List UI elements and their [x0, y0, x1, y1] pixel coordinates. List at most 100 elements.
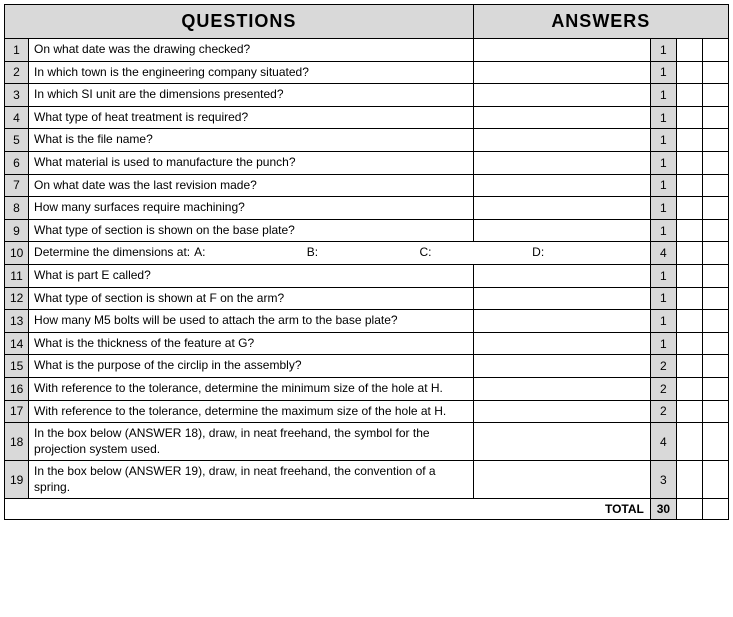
mark-cell: 4 — [650, 423, 676, 461]
blank-cell — [676, 151, 702, 174]
row-number: 14 — [5, 332, 29, 355]
table-row: 4 What type of heat treatment is require… — [5, 106, 729, 129]
blank-cell — [702, 151, 728, 174]
blank-cell — [676, 219, 702, 242]
question-text: In which town is the engineering company… — [29, 61, 474, 84]
row-number: 9 — [5, 219, 29, 242]
dim-d: D: — [532, 245, 645, 261]
total-label: TOTAL — [5, 499, 651, 520]
total-row: TOTAL 30 — [5, 499, 729, 520]
dim-c: C: — [419, 245, 532, 261]
answer-cell — [473, 377, 650, 400]
blank-cell — [702, 355, 728, 378]
blank-cell — [676, 499, 702, 520]
blank-cell — [676, 461, 702, 499]
table-row-dimensions: 10 Determine the dimensions at: A: B: C:… — [5, 242, 729, 265]
table-row: 11 What is part E called? 1 — [5, 264, 729, 287]
mark-cell: 1 — [650, 197, 676, 220]
table-row: 7 On what date was the last revision mad… — [5, 174, 729, 197]
question-text: What is part E called? — [29, 264, 474, 287]
qa-table: QUESTIONS ANSWERS 1 On what date was the… — [4, 4, 729, 520]
mark-cell: 1 — [650, 129, 676, 152]
blank-cell — [676, 264, 702, 287]
blank-cell — [702, 197, 728, 220]
answer-cell — [473, 219, 650, 242]
dim-b: B: — [307, 245, 420, 261]
blank-cell — [702, 377, 728, 400]
blank-cell — [676, 400, 702, 423]
blank-cell — [702, 84, 728, 107]
blank-cell — [676, 174, 702, 197]
question-text: With reference to the tolerance, determi… — [29, 377, 474, 400]
row-number: 2 — [5, 61, 29, 84]
mark-cell: 2 — [650, 400, 676, 423]
answer-cell — [473, 400, 650, 423]
answer-cell — [473, 151, 650, 174]
answer-cell — [473, 287, 650, 310]
answer-cell — [473, 264, 650, 287]
row-number: 19 — [5, 461, 29, 499]
mark-cell: 1 — [650, 106, 676, 129]
question-text: What type of section is shown on the bas… — [29, 219, 474, 242]
table-row: 15 What is the purpose of the circlip in… — [5, 355, 729, 378]
blank-cell — [702, 106, 728, 129]
question-text: On what date was the last revision made? — [29, 174, 474, 197]
row-number: 4 — [5, 106, 29, 129]
table-row: 16 With reference to the tolerance, dete… — [5, 377, 729, 400]
blank-cell — [676, 61, 702, 84]
table-row: 17 With reference to the tolerance, dete… — [5, 400, 729, 423]
header-row: QUESTIONS ANSWERS — [5, 5, 729, 39]
answer-cell — [473, 197, 650, 220]
row-number: 18 — [5, 423, 29, 461]
question-text: In the box below (ANSWER 18), draw, in n… — [29, 423, 474, 461]
table-row: 3 In which SI unit are the dimensions pr… — [5, 84, 729, 107]
blank-cell — [676, 377, 702, 400]
question-text: In the box below (ANSWER 19), draw, in n… — [29, 461, 474, 499]
table-row: 1 On what date was the drawing checked? … — [5, 39, 729, 62]
blank-cell — [676, 355, 702, 378]
total-value: 30 — [650, 499, 676, 520]
row-number: 3 — [5, 84, 29, 107]
mark-cell: 1 — [650, 219, 676, 242]
mark-cell: 1 — [650, 151, 676, 174]
blank-cell — [702, 423, 728, 461]
question-text: How many surfaces require machining? — [29, 197, 474, 220]
question-text: With reference to the tolerance, determi… — [29, 400, 474, 423]
blank-cell — [676, 287, 702, 310]
table-row: 19 In the box below (ANSWER 19), draw, i… — [5, 461, 729, 499]
mark-cell: 1 — [650, 174, 676, 197]
table-row: 5 What is the file name? 1 — [5, 129, 729, 152]
blank-cell — [702, 242, 728, 265]
table-row: 9 What type of section is shown on the b… — [5, 219, 729, 242]
mark-cell: 2 — [650, 377, 676, 400]
question-text: What type of section is shown at F on th… — [29, 287, 474, 310]
row-number: 10 — [5, 242, 29, 265]
blank-cell — [702, 61, 728, 84]
mark-cell: 1 — [650, 264, 676, 287]
blank-cell — [702, 310, 728, 333]
row-number: 15 — [5, 355, 29, 378]
blank-cell — [676, 242, 702, 265]
question-text: What is the file name? — [29, 129, 474, 152]
blank-cell — [702, 129, 728, 152]
blank-cell — [676, 84, 702, 107]
mark-cell: 1 — [650, 310, 676, 333]
mark-cell: 3 — [650, 461, 676, 499]
blank-cell — [676, 310, 702, 333]
question-text: What is the purpose of the circlip in th… — [29, 355, 474, 378]
blank-cell — [676, 106, 702, 129]
table-row: 8 How many surfaces require machining? 1 — [5, 197, 729, 220]
blank-cell — [702, 400, 728, 423]
question-dimensions: Determine the dimensions at: A: B: C: D: — [29, 242, 651, 265]
table-row: 2 In which town is the engineering compa… — [5, 61, 729, 84]
row-number: 5 — [5, 129, 29, 152]
blank-cell — [702, 287, 728, 310]
question-text: What material is used to manufacture the… — [29, 151, 474, 174]
row-number: 12 — [5, 287, 29, 310]
answer-cell — [473, 61, 650, 84]
row-number: 7 — [5, 174, 29, 197]
blank-cell — [676, 332, 702, 355]
dim-a: A: — [194, 245, 307, 261]
row-number: 8 — [5, 197, 29, 220]
answer-cell — [473, 332, 650, 355]
